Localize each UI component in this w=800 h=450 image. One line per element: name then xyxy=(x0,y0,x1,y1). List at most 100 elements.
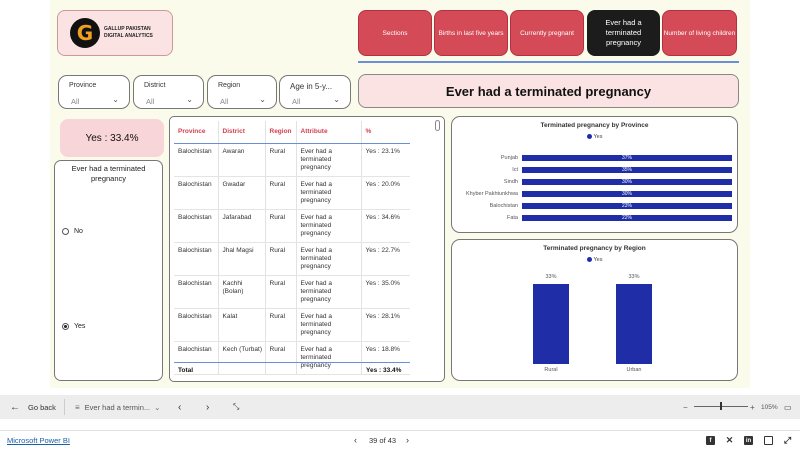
bar-data-label: 30% xyxy=(621,179,632,185)
chevron-right-icon[interactable]: › xyxy=(406,435,409,445)
page-tab-dropdown[interactable]: ≡ Ever had a termin... ⌄ xyxy=(75,395,160,419)
table-row[interactable]: Balochistan Kalat Rural Ever had a termi… xyxy=(174,308,410,342)
filter-title: Ever had a terminated pregnancy xyxy=(71,164,146,183)
page-icon: ≡ xyxy=(75,402,80,412)
table-row[interactable]: Balochistan Jhal Magsi Rural Ever had a … xyxy=(174,242,410,276)
table-row[interactable]: Balochistan Kachhi (Bolan) Rural Ever ha… xyxy=(174,275,410,309)
province-bar-row[interactable]: Balochistan 23% xyxy=(452,202,737,210)
table-cell: Kech (Turbat) xyxy=(217,341,265,375)
legend-dot-icon xyxy=(586,134,592,139)
column-header[interactable]: Province xyxy=(174,121,218,144)
slicer-label: Age in 5-y... xyxy=(290,82,333,91)
radio-icon[interactable] xyxy=(62,228,69,235)
nav-sections-button[interactable]: Sections xyxy=(358,10,432,56)
age-slicer[interactable]: Age in 5-y... All ⌄ xyxy=(279,75,351,109)
table-cell: Yes : 20.0% xyxy=(360,176,410,210)
table-cell: Kachhi (Bolan) xyxy=(217,275,265,309)
province-bar-row[interactable]: Fata 22% xyxy=(452,214,737,222)
filter-option-yes[interactable]: Yes xyxy=(62,323,85,330)
region-bar[interactable] xyxy=(616,284,652,364)
next-page-button[interactable]: › xyxy=(206,395,209,419)
report-navigation-bar: ← Go back ≡ Ever had a termin... ⌄ ‹ › ⤡… xyxy=(0,395,800,419)
province-bar[interactable]: 30% xyxy=(522,191,732,197)
zoom-slider-thumb[interactable] xyxy=(720,402,722,410)
nav-terminated-pregnancy-button[interactable]: Ever had a terminated pregnancy xyxy=(587,10,660,56)
province-bar-row[interactable]: Khyber Pakhtunkhwa 30% xyxy=(452,190,737,198)
chevron-left-icon[interactable]: ‹ xyxy=(354,435,357,445)
table-cell: Kalat xyxy=(217,308,265,342)
terminated-pregnancy-filter: Ever had a terminated pregnancy No Yes xyxy=(54,160,163,381)
table-row[interactable]: Balochistan Jafarabad Rural Ever had a t… xyxy=(174,209,410,243)
go-back-button[interactable]: ← Go back xyxy=(10,395,56,419)
category-label: Punjab xyxy=(500,155,518,161)
province-bar-row[interactable]: Punjab 37% xyxy=(452,154,737,162)
slicer-label: Province xyxy=(69,82,97,89)
zoom-in-button[interactable]: + xyxy=(750,395,755,419)
table-cell: Rural xyxy=(264,242,296,276)
radio-selected-icon[interactable] xyxy=(62,323,69,330)
table-cell: Balochistan xyxy=(174,242,218,276)
plus-icon: + xyxy=(750,402,755,412)
nav-living-children-button[interactable]: Number of living children xyxy=(662,10,737,56)
chevron-down-icon: ⌄ xyxy=(112,95,119,104)
table-cell: Balochistan xyxy=(174,143,218,177)
table-row[interactable]: Balochistan Awaran Rural Ever had a term… xyxy=(174,143,410,177)
expand-icon[interactable]: ⤢ xyxy=(783,435,792,445)
chevron-down-icon: ⌄ xyxy=(154,402,161,412)
table-cell: Ever had a terminated pregnancy xyxy=(295,143,361,177)
collapse-icon: ⤡ xyxy=(233,402,240,411)
province-bar[interactable]: 22% xyxy=(522,215,732,221)
table-cell: Ever had a terminated pregnancy xyxy=(295,341,361,375)
table-cell: Awaran xyxy=(217,143,265,177)
province-bar[interactable]: 23% xyxy=(522,203,732,209)
province-bar[interactable]: 30% xyxy=(522,179,732,185)
slicer-label: Region xyxy=(218,82,241,89)
table-cell: Rural xyxy=(264,143,296,177)
province-bar[interactable]: 35% xyxy=(522,167,732,173)
facebook-icon[interactable]: f xyxy=(706,436,715,445)
region-bar[interactable] xyxy=(533,284,569,364)
column-header[interactable]: Region xyxy=(264,121,296,144)
table-cell: Ever had a terminated pregnancy xyxy=(295,308,361,342)
chevron-down-icon: ⌄ xyxy=(186,95,193,104)
logo-mark-icon: G xyxy=(70,18,100,48)
province-bar-row[interactable]: Sindh 30% xyxy=(452,178,737,186)
province-slicer[interactable]: Province All ⌄ xyxy=(58,75,130,109)
twitter-icon[interactable]: ✕ xyxy=(725,435,734,445)
linkedin-icon[interactable]: in xyxy=(744,436,753,445)
chevron-left-icon: ‹ xyxy=(178,401,182,413)
province-bar[interactable]: 37% xyxy=(522,155,732,161)
slicer-value: All xyxy=(146,97,155,106)
divider xyxy=(64,399,65,415)
nav-births-button[interactable]: Births in last five years xyxy=(434,10,508,56)
province-bar-row[interactable]: Ict 35% xyxy=(452,166,737,174)
column-header[interactable]: District xyxy=(217,121,265,144)
table-scrollbar[interactable] xyxy=(435,120,440,131)
bar-data-label: 30% xyxy=(621,191,632,197)
chevron-down-icon: ⌄ xyxy=(333,95,340,104)
region-slicer[interactable]: Region All ⌄ xyxy=(207,75,277,109)
total-label: Total xyxy=(178,367,194,374)
table-row[interactable]: Balochistan Gwadar Rural Ever had a term… xyxy=(174,176,410,210)
arrow-left-icon: ← xyxy=(10,401,20,413)
zoom-out-button[interactable]: − xyxy=(683,395,688,419)
fullscreen-button[interactable]: ▭ xyxy=(784,395,792,419)
category-label: Fata xyxy=(506,215,518,221)
district-slicer[interactable]: District All ⌄ xyxy=(133,75,204,109)
powerbi-link[interactable]: Microsoft Power BI xyxy=(7,436,70,445)
chart-title: Terminated pregnancy by Province xyxy=(540,122,649,129)
table-row[interactable]: Balochistan Kech (Turbat) Rural Ever had… xyxy=(174,341,410,375)
share-icon[interactable] xyxy=(764,436,773,445)
table-cell: Balochistan xyxy=(174,209,218,243)
minus-icon: − xyxy=(683,402,688,412)
nav-currently-pregnant-button[interactable]: Currently pregnant xyxy=(510,10,584,56)
table-cell: Ever had a terminated pregnancy xyxy=(295,176,361,210)
filter-option-no[interactable]: No xyxy=(62,228,83,235)
fit-page-button[interactable]: ⤡ xyxy=(233,395,239,419)
table-cell: Balochistan xyxy=(174,308,218,342)
column-header[interactable]: Attribute xyxy=(295,121,361,144)
column-header[interactable]: % xyxy=(360,121,410,144)
previous-page-button[interactable]: ‹ xyxy=(178,395,181,419)
category-label: Rural xyxy=(544,367,558,373)
option-label: Yes xyxy=(74,323,86,330)
